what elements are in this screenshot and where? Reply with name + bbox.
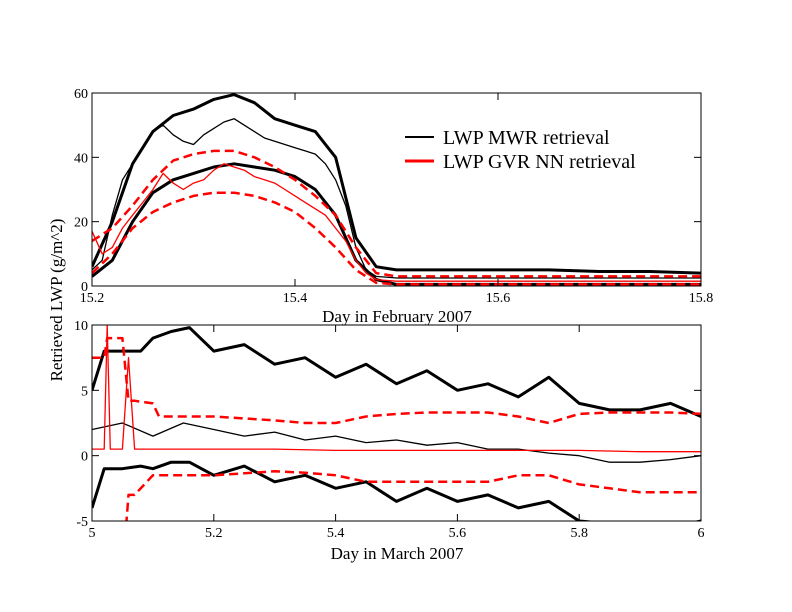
top-x-tick-label: 15.2 xyxy=(80,291,105,306)
bot-series-line-1 xyxy=(92,326,701,418)
top-ticks: 15.2 15.4 15.6 15.8 0 20 40 60 xyxy=(74,87,713,306)
bot-y-tick-label: 10 xyxy=(74,319,88,334)
top-series-line-5 xyxy=(92,191,701,286)
top-y-tick-label: 0 xyxy=(81,280,88,295)
bot-x-tick-label: 6 xyxy=(698,526,705,541)
bottom-panel: 5 5.2 5.4 5.6 5.8 6 -5 0 5 10 Day in March 2007 xyxy=(74,319,705,563)
bottom-series-group xyxy=(92,325,701,521)
top-series-line-1 xyxy=(92,93,701,275)
bot-x-tick-label: 5.4 xyxy=(327,526,345,541)
bot-series-line-3 xyxy=(92,325,701,453)
bot-series-line-2 xyxy=(92,460,701,521)
top-panel: 15.2 15.4 15.6 15.8 0 20 40 60 Day in February … xyxy=(74,87,713,326)
top-series-group xyxy=(92,93,701,286)
top-x-tick-label: 15.6 xyxy=(486,291,511,306)
top-plot-frame xyxy=(91,92,702,287)
bot-x-tick-label: 5.2 xyxy=(205,526,223,541)
bottom-ticks: 5 5.2 5.4 5.6 5.8 6 -5 0 5 10 xyxy=(74,319,705,541)
legend-label-gvr: LWP GVR NN retrieval xyxy=(443,151,636,173)
top-y-tick-label: 60 xyxy=(74,87,88,102)
shared-y-axis-title: Retrieved LWP (g/m^2) xyxy=(47,219,66,382)
top-y-tick-label: 40 xyxy=(74,151,88,166)
top-series-line-4 xyxy=(92,149,701,278)
legend: LWP MWR retrieval LWP GVR NN retrieval xyxy=(405,127,636,173)
top-x-tick-label: 15.4 xyxy=(283,291,308,306)
bot-y-tick-label: 0 xyxy=(81,450,88,465)
top-series-line-3 xyxy=(92,163,701,282)
top-x-tick-label: 15.8 xyxy=(689,291,714,306)
bot-y-tick-label: 5 xyxy=(81,384,88,399)
bot-series-line-5 xyxy=(125,470,701,521)
bot-x-tick-label: 5 xyxy=(89,526,96,541)
bot-x-tick-label: 5.6 xyxy=(449,526,467,541)
bot-y-tick-label: -5 xyxy=(76,515,88,530)
bot-series-line-4 xyxy=(92,336,701,425)
bot-x-tick-label: 5.8 xyxy=(570,526,588,541)
bottom-x-axis-title: Day in March 2007 xyxy=(331,544,464,563)
top-y-tick-label: 20 xyxy=(74,216,88,231)
bot-series-line-0 xyxy=(92,422,701,463)
top-x-axis-title: Day in February 2007 xyxy=(322,307,472,326)
bottom-plot-frame xyxy=(91,324,702,522)
legend-label-mwr: LWP MWR retrieval xyxy=(443,127,610,149)
top-series-line-2 xyxy=(92,162,701,286)
